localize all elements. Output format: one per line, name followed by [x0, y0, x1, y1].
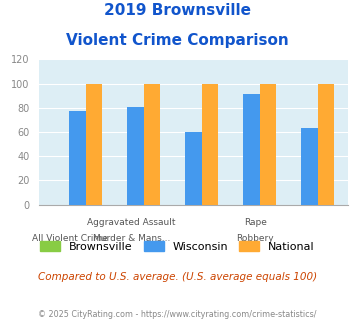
Bar: [260, 83, 276, 205]
Text: © 2025 CityRating.com - https://www.cityrating.com/crime-statistics/: © 2025 CityRating.com - https://www.city…: [38, 310, 317, 319]
Text: All Violent Crime: All Violent Crime: [32, 234, 108, 243]
Text: Rape: Rape: [244, 218, 267, 227]
Text: Violent Crime Comparison: Violent Crime Comparison: [66, 33, 289, 48]
Text: Murder & Mans...: Murder & Mans...: [93, 234, 170, 243]
Text: Compared to U.S. average. (U.S. average equals 100): Compared to U.S. average. (U.S. average …: [38, 272, 317, 282]
Bar: [86, 83, 102, 205]
Bar: [202, 83, 218, 205]
Text: Aggravated Assault: Aggravated Assault: [87, 218, 176, 227]
Bar: [185, 132, 202, 205]
Bar: [301, 128, 318, 205]
Bar: [318, 83, 334, 205]
Text: 2019 Brownsville: 2019 Brownsville: [104, 3, 251, 18]
Legend: Brownsville, Wisconsin, National: Brownsville, Wisconsin, National: [36, 237, 320, 256]
Bar: [127, 107, 143, 205]
Text: Robbery: Robbery: [236, 234, 274, 243]
Bar: [143, 83, 160, 205]
Bar: [69, 112, 86, 205]
Bar: [244, 94, 260, 205]
